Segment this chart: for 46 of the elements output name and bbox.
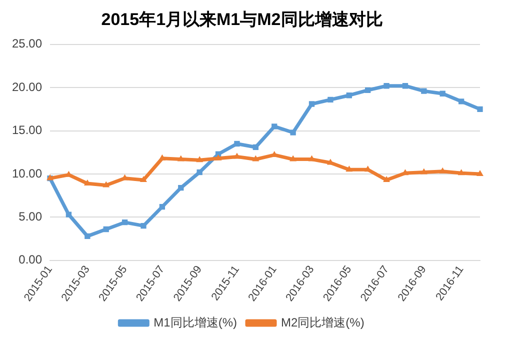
point	[440, 90, 446, 96]
point	[365, 87, 371, 94]
y-tick-label: 20.00	[12, 80, 42, 94]
point	[290, 130, 296, 136]
chart-title: 2015年1月以来M1与M2同比增速对比	[101, 10, 383, 29]
point	[476, 170, 484, 176]
point	[383, 176, 390, 182]
point	[421, 88, 427, 94]
point	[439, 167, 446, 174]
point	[346, 166, 353, 172]
y-tick-label: 10.00	[12, 166, 42, 180]
point	[458, 169, 465, 176]
point	[252, 144, 258, 150]
point	[196, 156, 204, 162]
point	[103, 226, 109, 232]
point	[140, 176, 147, 182]
point	[252, 155, 260, 162]
point	[477, 106, 483, 112]
point	[346, 92, 352, 98]
point	[458, 98, 464, 104]
point	[140, 222, 146, 229]
point	[178, 184, 184, 191]
point	[122, 220, 128, 226]
y-tick-label: 15.00	[12, 123, 42, 138]
y-tick-label: 5.00	[18, 209, 42, 224]
point	[402, 83, 408, 89]
point	[420, 168, 428, 174]
point	[84, 233, 90, 239]
point	[234, 140, 240, 147]
point	[196, 169, 202, 176]
y-tick-label: 25.00	[12, 36, 42, 51]
point	[66, 212, 72, 218]
point	[214, 154, 222, 160]
point	[159, 204, 166, 210]
point	[328, 96, 334, 103]
legend-label: M2同比增速(%)	[281, 315, 364, 330]
legend-label: M1同比增速(%)	[154, 315, 238, 330]
point	[272, 124, 278, 130]
y-tick-label: 0.00	[18, 252, 42, 267]
point	[290, 155, 297, 162]
point	[308, 101, 315, 107]
point	[384, 83, 390, 89]
point	[158, 154, 166, 160]
point	[177, 155, 184, 162]
point	[102, 181, 110, 188]
point	[234, 152, 240, 159]
